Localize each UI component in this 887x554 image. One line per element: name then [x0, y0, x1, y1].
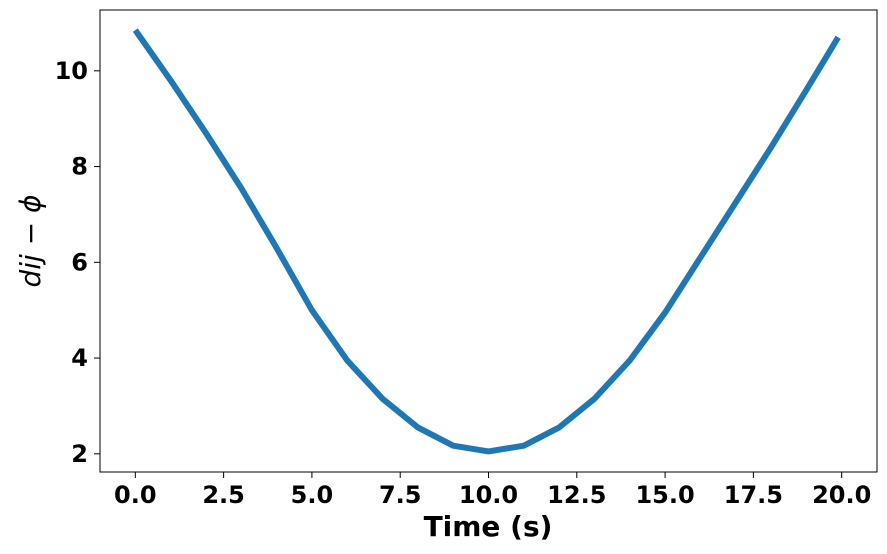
x-tick-label: 2.5	[202, 481, 245, 509]
x-tick-label: 17.5	[724, 481, 783, 509]
y-tick-label: 8	[71, 153, 88, 181]
y-tick-label: 6	[71, 248, 88, 276]
x-tick-label: 5.0	[291, 481, 334, 509]
plot-frame	[99, 9, 878, 473]
x-tick-label: 15.0	[635, 481, 694, 509]
x-tick-label: 12.5	[547, 481, 606, 509]
y-tick-label: 10	[55, 57, 88, 85]
x-tick-label: 0.0	[114, 481, 157, 509]
y-tick-label: 4	[71, 344, 88, 372]
x-tick-label: 7.5	[379, 481, 422, 509]
y-tick-label: 2	[71, 440, 88, 468]
y-axis-label: dij − ϕ	[14, 194, 47, 287]
data-line	[132, 28, 841, 455]
x-tick-label: 20.0	[812, 481, 871, 509]
x-axis-label: Time (s)	[424, 510, 553, 543]
x-tick-label: 10.0	[459, 481, 518, 509]
